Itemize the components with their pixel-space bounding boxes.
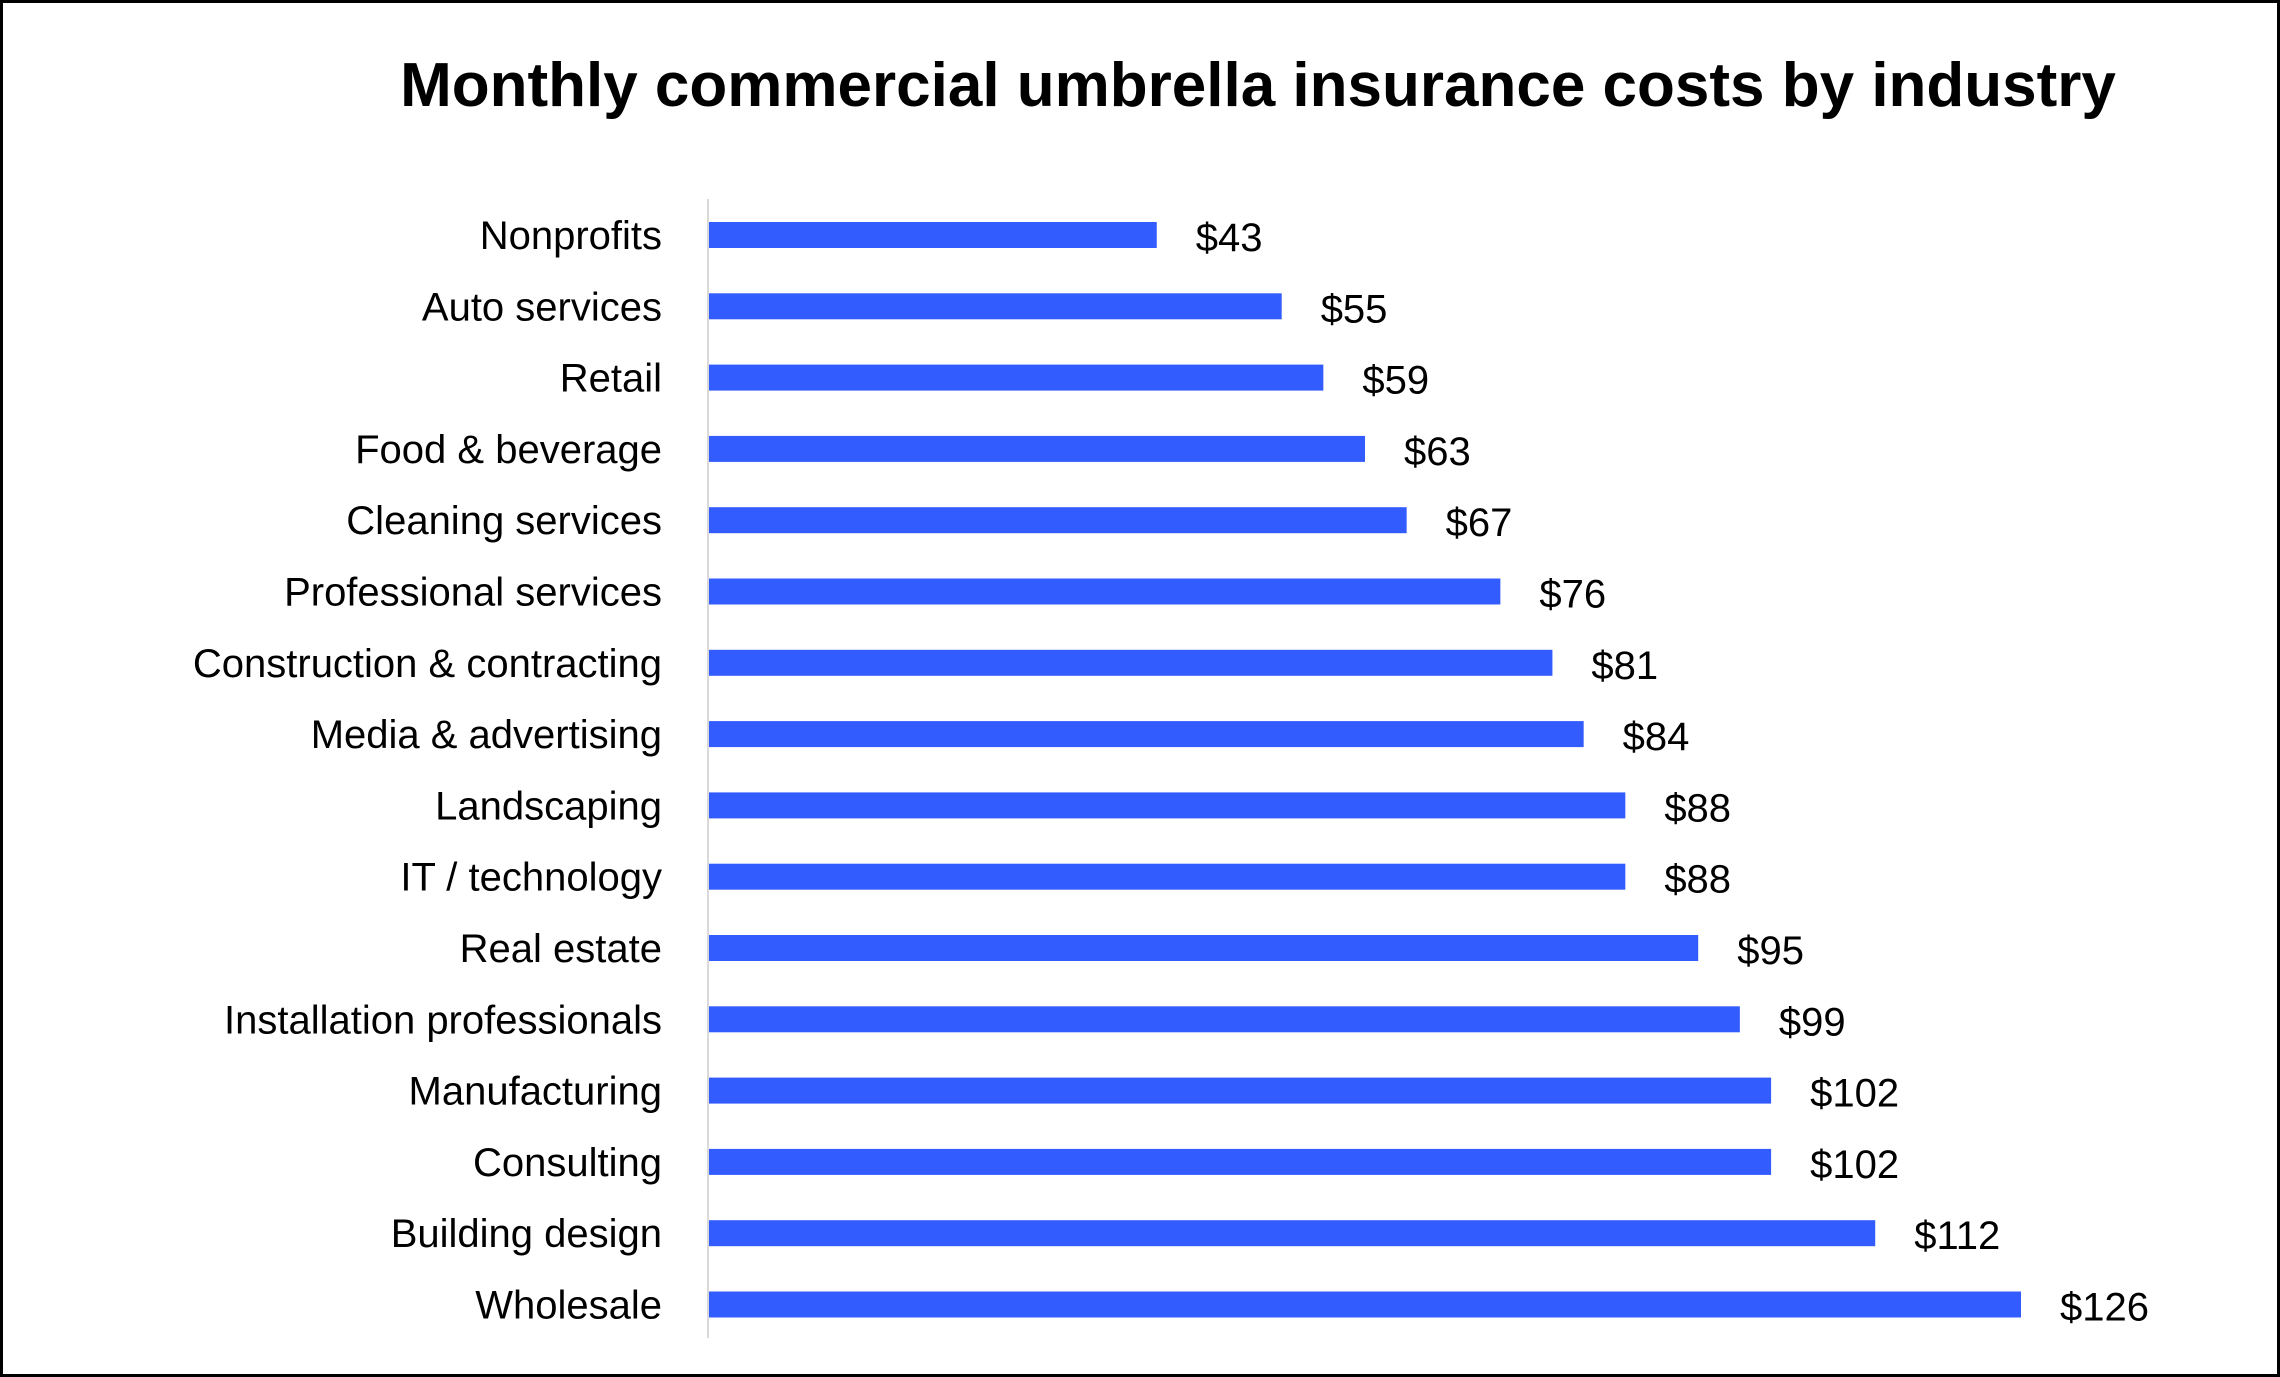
data-label: $84 [1623, 715, 1690, 759]
bar [709, 935, 1699, 961]
bar [709, 435, 1365, 462]
bar [709, 1077, 1772, 1104]
data-label: $102 [1810, 1143, 1899, 1187]
bar [709, 1148, 1772, 1175]
bar [709, 507, 1407, 534]
category-label: Nonprofits [480, 214, 662, 258]
bar [709, 293, 1282, 320]
category-label: Landscaping [435, 784, 662, 828]
category-label: Manufacturing [409, 1070, 662, 1114]
category-label: Wholesale [475, 1284, 662, 1328]
data-label: $88 [1664, 786, 1731, 830]
data-label: $99 [1779, 1000, 1846, 1044]
data-label: $126 [2060, 1286, 2149, 1330]
category-label: Professional services [284, 571, 662, 615]
data-label: $43 [1196, 216, 1263, 260]
category-label: Auto services [422, 285, 662, 329]
bar [709, 649, 1553, 676]
bar [709, 863, 1626, 890]
data-label: $55 [1321, 287, 1388, 331]
bar [709, 721, 1584, 748]
data-label: $112 [1914, 1214, 2000, 1258]
bar [709, 792, 1626, 819]
category-label: Food & beverage [355, 428, 662, 472]
bar [709, 364, 1324, 391]
data-label: $76 [1539, 573, 1606, 617]
data-label: $102 [1810, 1072, 1899, 1116]
chart-title: Monthly commercial umbrella insurance co… [400, 51, 2116, 120]
category-label: Construction & contracting [193, 642, 662, 686]
category-label: Building design [391, 1212, 662, 1256]
data-label: $67 [1446, 501, 1513, 545]
category-label: Consulting [473, 1141, 662, 1185]
data-label: $81 [1591, 644, 1658, 688]
category-label: Media & advertising [311, 713, 662, 757]
data-label: $88 [1664, 858, 1731, 902]
category-label: Retail [560, 357, 662, 401]
category-label: Cleaning services [346, 499, 662, 543]
category-label: Installation professionals [224, 998, 662, 1042]
category-label: IT / technology [400, 856, 662, 900]
category-label: Real estate [460, 927, 662, 971]
data-label: $59 [1362, 359, 1429, 403]
bar [709, 1291, 2021, 1318]
data-label: $95 [1737, 929, 1804, 973]
bar [709, 578, 1501, 605]
bar [709, 1220, 1876, 1247]
data-label: $63 [1404, 430, 1471, 474]
bar [709, 1006, 1740, 1033]
bar [709, 222, 1157, 248]
